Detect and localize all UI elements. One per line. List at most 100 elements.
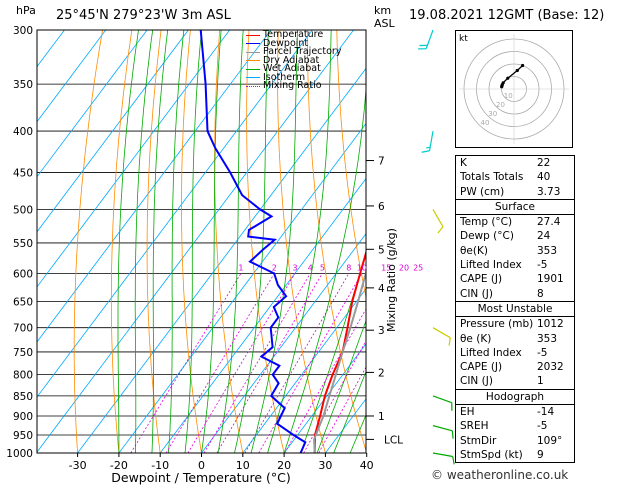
legend-item: Dry Adiabat [246, 56, 341, 66]
index-value: 353 [537, 244, 558, 257]
index-label: CIN (J) [460, 287, 493, 300]
wet-adiabat [333, 370, 366, 453]
index-label: Lifted Index [460, 259, 522, 272]
index-row: SREH -5 [456, 419, 574, 433]
index-value: 40 [537, 171, 551, 184]
legend-swatch [246, 43, 260, 45]
footer-credit[interactable]: © weatheronline.co.uk [431, 468, 569, 482]
mixing-ratio-label: 5 [320, 264, 325, 273]
index-label: EH [460, 406, 475, 419]
index-label: Pressure (mb) [460, 318, 534, 331]
dry-adiabat [336, 30, 366, 299]
isotherm [37, 30, 230, 288]
wind-barb [432, 425, 453, 432]
index-value: 1901 [537, 273, 564, 286]
legend-item: Dewpoint [246, 37, 341, 49]
isotherm [37, 30, 107, 123]
wet-adiabat [184, 30, 202, 453]
legend-label: Temperature [263, 29, 324, 40]
index-label: θe (K) [460, 332, 492, 345]
wet-adiabat [201, 30, 222, 453]
pressure-tick-label: 650 [13, 297, 33, 309]
wet-adiabat [151, 30, 169, 453]
pressure-tick-label: 700 [13, 323, 33, 335]
x-tick-label: 30 [318, 459, 332, 472]
index-label: CAPE (J) [460, 273, 503, 286]
x-axis-title: Dewpoint / Temperature (°C) [111, 470, 290, 485]
index-row: Temp (°C) 27.4 [456, 215, 574, 229]
wind-barb [432, 327, 451, 339]
mixing-ratio-label: 3 [292, 264, 297, 273]
index-value: 109° [537, 434, 563, 447]
index-label: Dewp (°C) [460, 230, 514, 243]
location-title: 25°45'N 279°23'W 3m ASL [56, 8, 231, 23]
hodograph-point [521, 63, 525, 68]
pressure-tick-label: 500 [13, 204, 33, 216]
pressure-tick-label: 450 [13, 167, 33, 179]
mixing-ratio-line [284, 308, 366, 453]
index-value: -5 [537, 346, 548, 359]
wind-barb [432, 395, 452, 404]
index-row: Totals Totals 40 [456, 170, 574, 184]
x-tick-label: 20 [277, 459, 291, 472]
index-label: Lifted Index [460, 346, 522, 359]
km-tick-label: 2 [378, 367, 385, 379]
index-value: 1012 [537, 318, 564, 331]
series-temperature [313, 249, 366, 453]
legend-label: Wet Adiabat [263, 63, 321, 74]
wet-adiabat [168, 30, 185, 453]
hodograph-kt-label: kt [459, 34, 468, 44]
legend-label: Parcel Trajectory [263, 46, 342, 57]
series-dewpoint [199, 30, 307, 453]
index-value: 27.4 [537, 216, 561, 229]
legend-item: Isotherm [246, 73, 341, 83]
hodograph-point [501, 81, 505, 85]
mixing-ratio-line [258, 273, 363, 453]
x-tick-label: -20 [110, 459, 128, 472]
wind-barb-feather [437, 226, 444, 234]
wind-barb-feather [426, 146, 431, 149]
dry-adiabat [181, 30, 202, 453]
legend-label: Dewpoint [263, 37, 309, 49]
legend-swatch [246, 77, 260, 79]
pressure-tick-label: 400 [13, 126, 33, 138]
series-parcel-trajectory [313, 268, 366, 453]
index-label: θe(K) [460, 244, 488, 257]
index-label: Totals Totals [460, 171, 524, 184]
y-axis-right-title: Mixing Ratio (g/kg) [385, 228, 398, 332]
index-value: -5 [537, 259, 548, 272]
mixing-ratio-label: 2 [272, 264, 277, 273]
most-unstable-title: Most Unstable [456, 302, 574, 318]
legend-swatch [246, 60, 260, 62]
index-row: EH -14 [456, 405, 574, 419]
pressure-tick-label: 550 [13, 238, 33, 250]
legend-label: Mixing Ratio [263, 80, 322, 91]
dry-adiabat [146, 30, 162, 453]
isotherm [242, 288, 366, 453]
index-row: Lifted Index -5 [456, 346, 574, 360]
hpa-label: hPa [16, 4, 36, 17]
hodograph-point [506, 76, 510, 80]
mixing-ratio-line [318, 366, 366, 453]
pressure-tick-label: 900 [13, 411, 33, 423]
pressure-tick-label: 850 [13, 391, 33, 403]
mixing-ratio-line [303, 340, 366, 453]
index-value: 24 [537, 230, 551, 243]
index-label: StmDir [460, 434, 497, 447]
x-tick-label: 10 [236, 459, 250, 472]
index-value: 9 [537, 448, 544, 461]
pressure-tick-label: 950 [13, 430, 33, 442]
mixing-ratio-label: 10 [357, 264, 367, 273]
asl-label: ASL [374, 17, 395, 30]
wet-adiabat [117, 30, 139, 453]
mixing-ratio-label: 8 [346, 264, 351, 273]
mixing-ratio-line [130, 273, 242, 453]
index-row: Pressure (mb) 1012 [456, 317, 574, 331]
wet-adiabat [283, 84, 366, 453]
wind-barb-feather [452, 456, 455, 465]
index-row: CAPE (J) 2032 [456, 360, 574, 374]
mixing-ratio-line [216, 273, 323, 453]
dry-adiabat [214, 30, 244, 453]
